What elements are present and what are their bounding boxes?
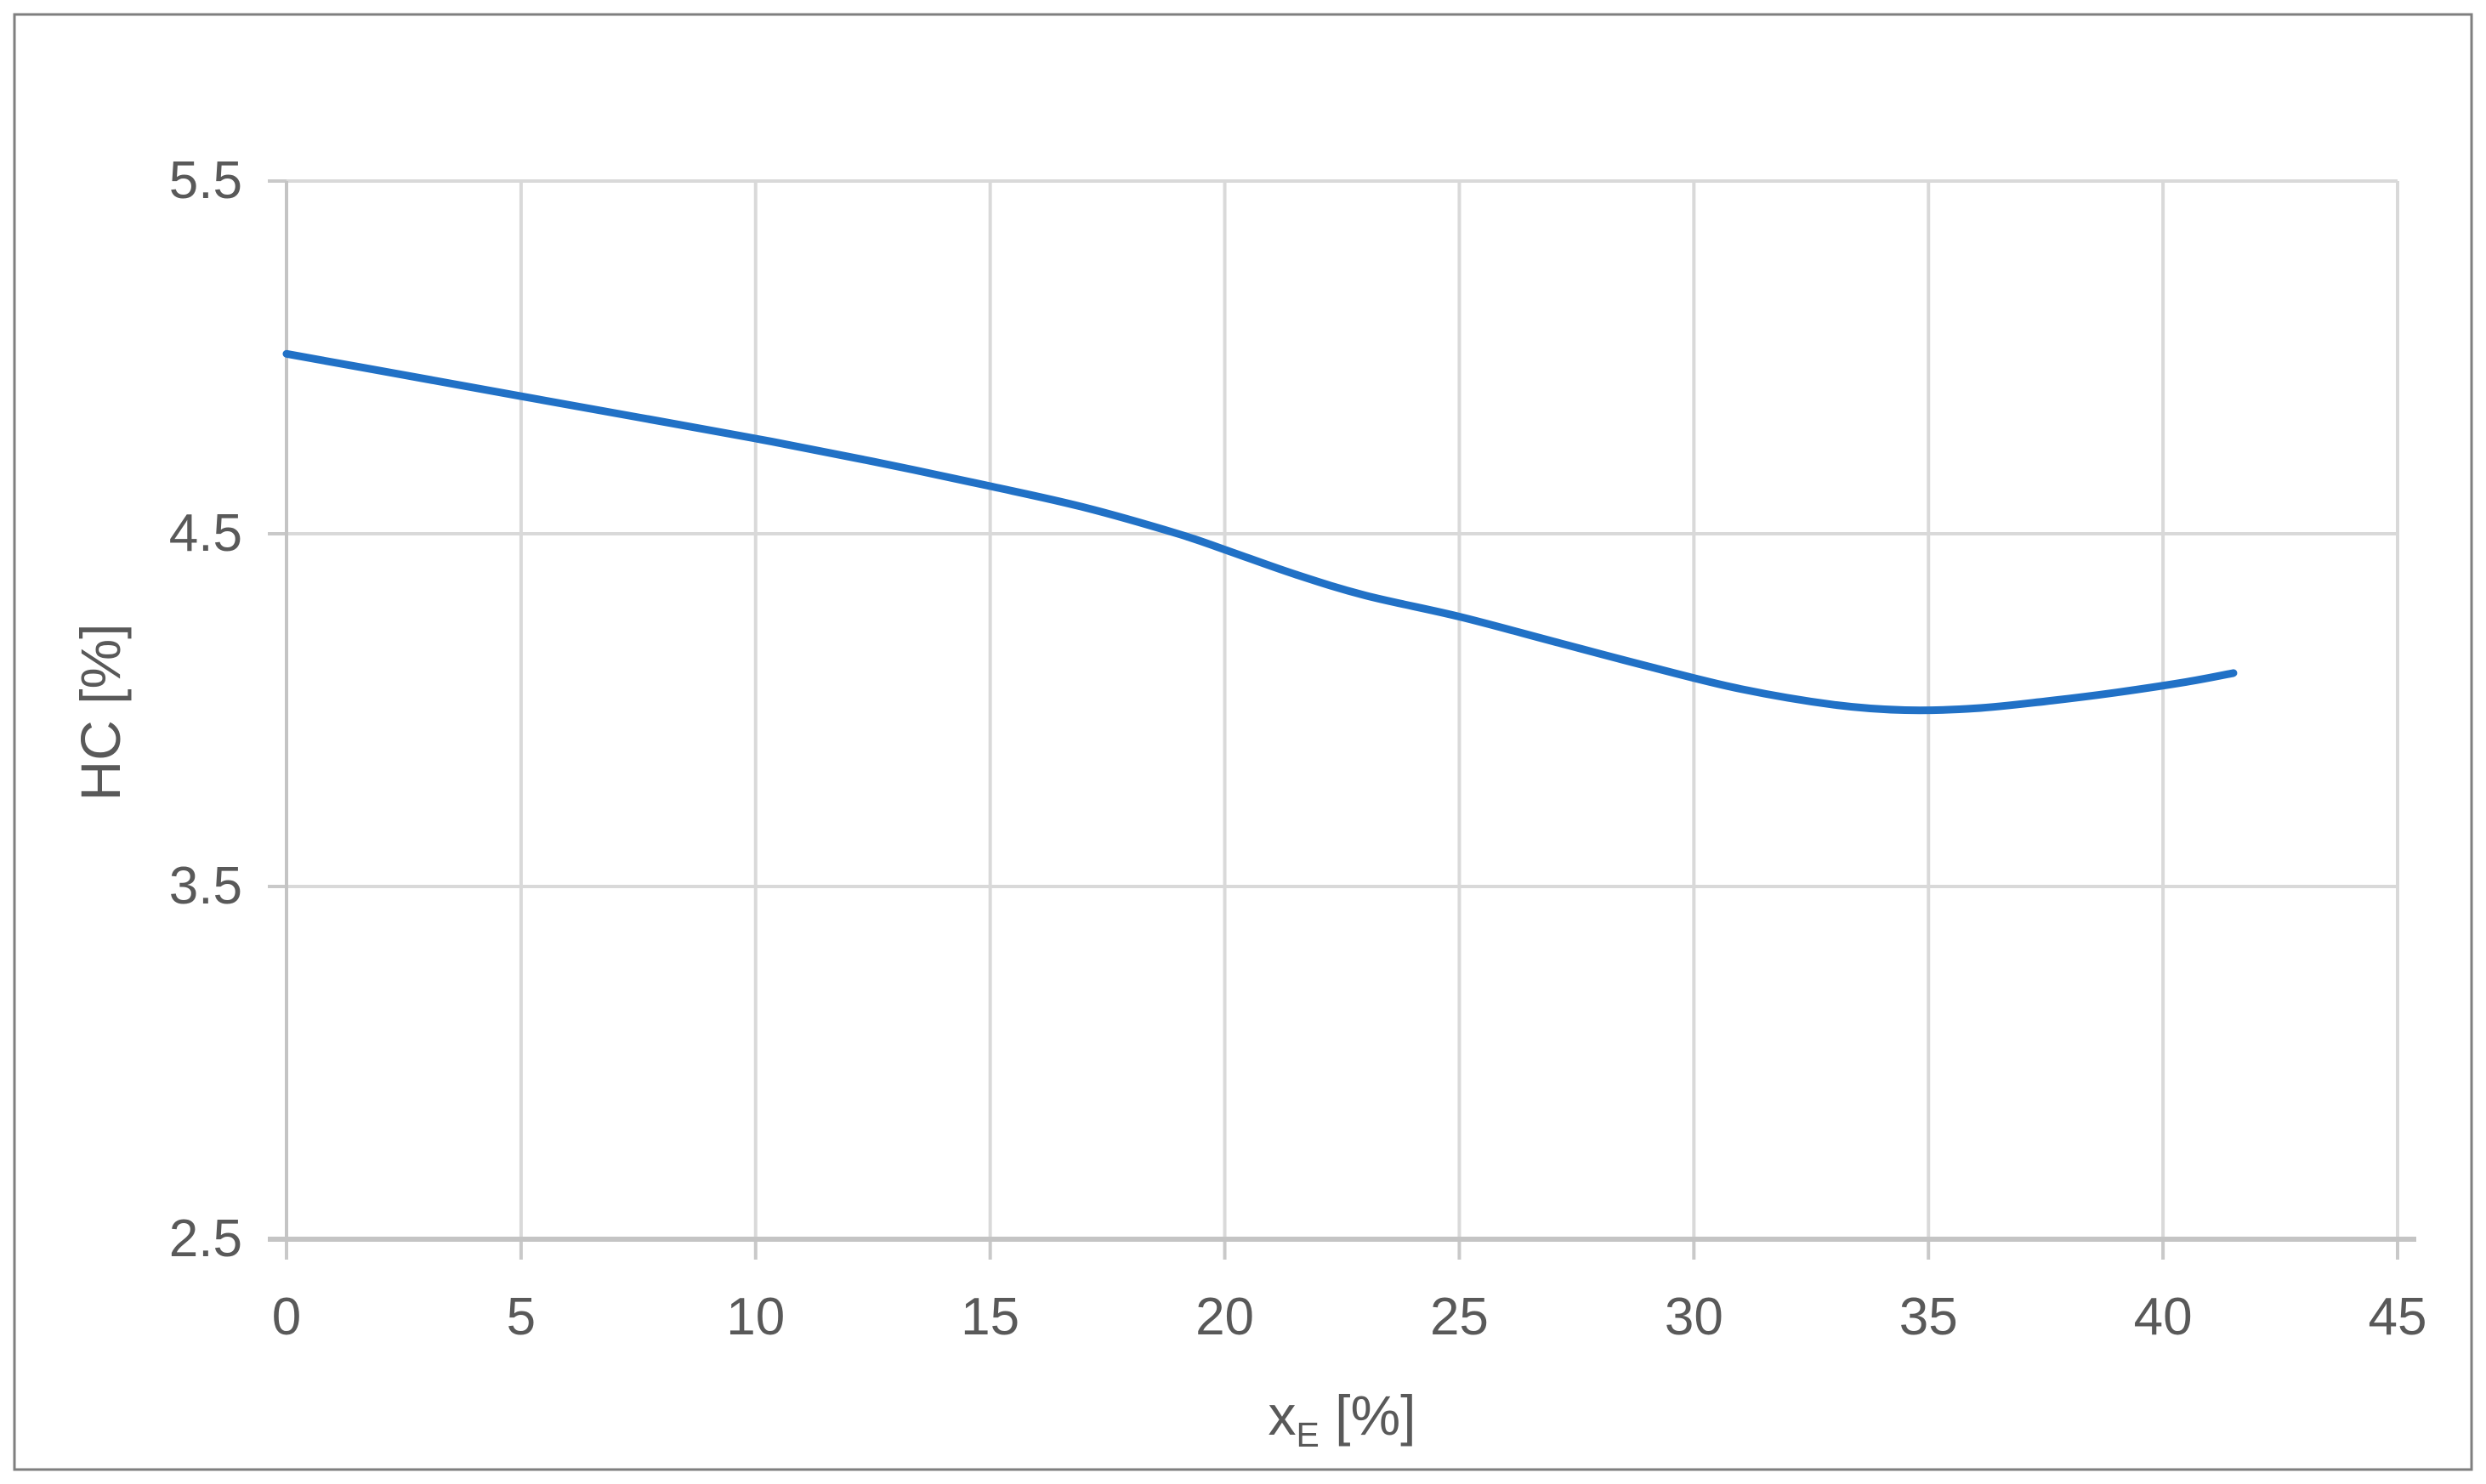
x-axis-title-unit: [%] xyxy=(1319,1384,1416,1447)
y-tick-label: 2.5 xyxy=(168,1209,242,1268)
axis-ticks-group xyxy=(268,179,2399,1260)
x-tick-label: 35 xyxy=(1899,1288,1958,1346)
axis-lines-group xyxy=(268,181,2416,1242)
x-axis-title: xE [%] xyxy=(1130,1384,1555,1466)
x-tick-label: 45 xyxy=(2368,1288,2427,1346)
y-tick-label: 3.5 xyxy=(168,857,242,915)
y-axis-title: HC [%] xyxy=(69,500,132,925)
y-axis-title-text: HC [%] xyxy=(69,623,132,801)
x-tick-label: 15 xyxy=(961,1288,1020,1346)
x-tick-label: 10 xyxy=(726,1288,786,1346)
series-group xyxy=(282,349,2238,715)
x-axis-title-main: x xyxy=(1268,1384,1297,1447)
x-tick-label: 40 xyxy=(2133,1288,2193,1346)
x-tick-label: 5 xyxy=(506,1288,536,1346)
gridlines-group xyxy=(285,179,2399,1239)
x-axis-title-subscript: E xyxy=(1296,1415,1320,1455)
x-tick-label: 25 xyxy=(1429,1288,1489,1346)
y-tick-label: 4.5 xyxy=(168,504,242,563)
y-tick-label: 5.5 xyxy=(168,151,242,210)
x-tick-label: 20 xyxy=(1195,1288,1255,1346)
data-series-line xyxy=(282,349,2238,715)
x-tick-label: 0 xyxy=(271,1288,302,1346)
chart-outer-border xyxy=(13,13,2473,1471)
x-tick-label: 30 xyxy=(1664,1288,1723,1346)
